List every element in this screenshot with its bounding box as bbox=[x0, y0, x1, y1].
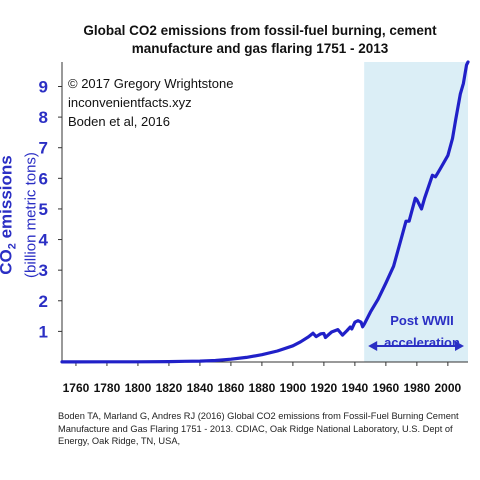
x-tick-label: 1780 bbox=[94, 381, 121, 395]
annotation-arrow-left-head bbox=[368, 341, 378, 351]
annotation-line2: acceleration bbox=[384, 335, 460, 350]
x-tick-label: 1900 bbox=[280, 381, 307, 395]
source-citation: Boden TA, Marland G, Andres RJ (2016) Gl… bbox=[58, 411, 459, 446]
y-tick-label: 3 bbox=[39, 261, 48, 280]
y-tick-label: 6 bbox=[39, 169, 48, 188]
chart-title: Global CO2 emissions from fossil-fuel bu… bbox=[83, 23, 437, 56]
x-tick-label: 1760 bbox=[63, 381, 90, 395]
x-tick-label: 1800 bbox=[125, 381, 152, 395]
x-tick-label: 1960 bbox=[373, 381, 400, 395]
y-tick-label: 2 bbox=[39, 292, 48, 311]
x-tick-label: 1980 bbox=[404, 381, 431, 395]
annotation-line1: Post WWII bbox=[390, 313, 454, 328]
y-tick-label: 8 bbox=[39, 108, 48, 127]
x-tick-label: 1840 bbox=[187, 381, 214, 395]
y-tick-label: 7 bbox=[39, 139, 48, 158]
x-tick-label: 1860 bbox=[218, 381, 245, 395]
y-tick-label: 9 bbox=[39, 77, 48, 96]
y-tick-label: 1 bbox=[39, 322, 48, 341]
y-tick-label: 5 bbox=[39, 200, 48, 219]
credit-reference: Boden et al, 2016 bbox=[68, 114, 170, 129]
credit-website: inconvenientfacts.xyz bbox=[68, 95, 192, 110]
highlight-region bbox=[364, 62, 468, 362]
series-line-0 bbox=[60, 60, 470, 364]
x-tick-label: 1820 bbox=[156, 381, 183, 395]
annotation-arrow-right-head bbox=[455, 341, 464, 351]
y-tick-label: 4 bbox=[39, 231, 49, 250]
x-tick-label: 1940 bbox=[342, 381, 369, 395]
x-tick-label: 1880 bbox=[249, 381, 276, 395]
x-tick-label: 2000 bbox=[435, 381, 462, 395]
x-tick-label: 1920 bbox=[311, 381, 338, 395]
credits-block: © 2017 Gregory Wrightstone inconvenientf… bbox=[68, 74, 233, 131]
credit-copyright: © 2017 Gregory Wrightstone bbox=[68, 76, 234, 91]
